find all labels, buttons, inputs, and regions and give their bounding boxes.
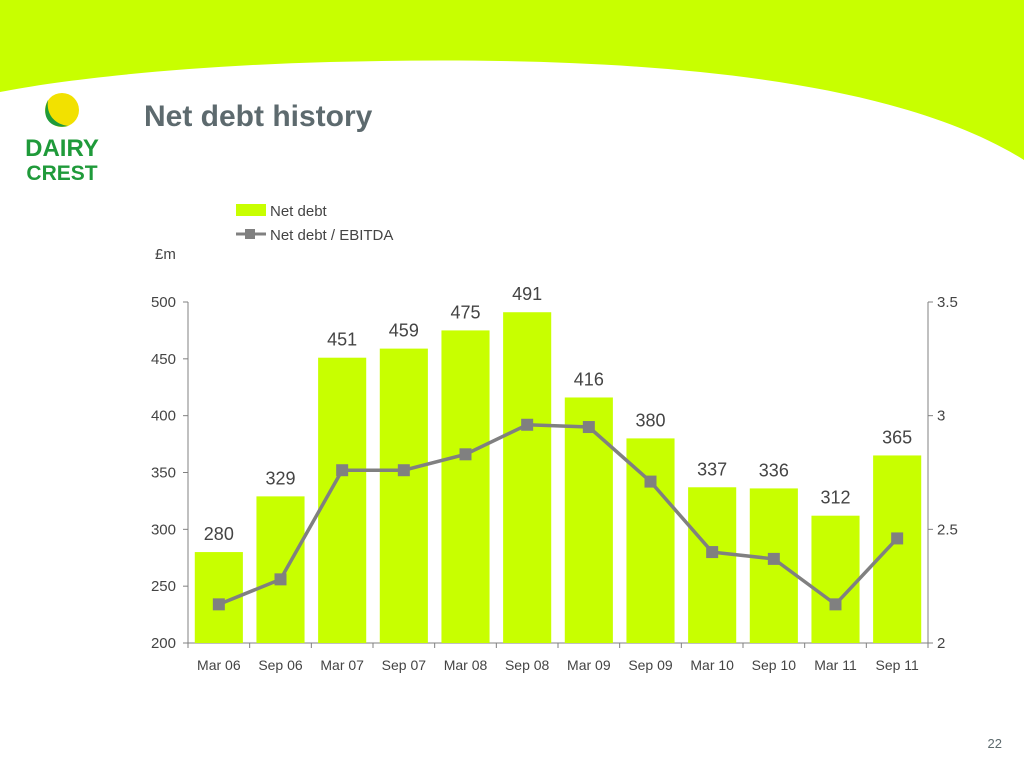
bar-value-label: 380	[635, 410, 665, 430]
bar	[626, 438, 675, 643]
logo-sun-icon	[45, 93, 79, 127]
y-axis-unit-label: £m	[155, 246, 176, 263]
bar-value-label: 337	[697, 459, 727, 479]
ratio-point	[706, 546, 719, 559]
bar-value-label: 459	[389, 321, 419, 341]
ratio-point	[644, 475, 657, 488]
ratio-point	[274, 573, 287, 586]
y-left-tick-label: 500	[151, 294, 176, 311]
ratio-point	[582, 421, 595, 434]
ratio-point	[891, 532, 904, 545]
header-accent-band	[0, 0, 1024, 160]
x-tick-label: Sep 09	[628, 657, 673, 673]
x-tick-label: Sep 11	[875, 657, 919, 673]
y-left-tick-label: 300	[151, 521, 176, 538]
bar	[873, 455, 922, 643]
bars	[194, 312, 922, 643]
logo-text-line1: DAIRY	[25, 135, 99, 162]
legend-bar-swatch	[236, 204, 266, 216]
ratio-point	[459, 448, 472, 461]
logo-leaf-icon	[45, 100, 68, 127]
bar	[564, 397, 613, 643]
bar-value-label: 329	[265, 468, 295, 488]
legend-line-marker	[245, 229, 255, 239]
x-tick-label: Mar 09	[567, 657, 611, 673]
bar	[811, 515, 860, 643]
axes: 200 250 300 350 400 450 500 2 2.5 3 3.5 Mar 06 Sep 0…	[151, 294, 958, 673]
bar-value-label: 491	[512, 284, 542, 304]
y-left-tick-label: 200	[151, 635, 176, 652]
bar	[379, 348, 428, 643]
bar-value-label: 451	[327, 330, 357, 350]
x-tick-label: Mar 08	[444, 657, 488, 673]
ratio-point	[336, 464, 349, 477]
x-tick-label: Sep 06	[258, 657, 303, 673]
legend-bar-label: Net debt	[270, 203, 328, 220]
bar-value-label: 312	[820, 488, 850, 508]
ratio-point	[829, 598, 842, 611]
x-tick-label: Sep 10	[752, 657, 797, 673]
x-tick-label: Mar 06	[197, 657, 241, 673]
bar	[688, 487, 737, 643]
y-left-tick-label: 400	[151, 408, 176, 425]
ratio-point	[397, 464, 410, 477]
bar-value-label: 416	[574, 369, 604, 389]
ratio-line-path	[218, 422, 899, 607]
bar	[441, 330, 490, 643]
x-tick-label: Mar 07	[320, 657, 364, 673]
y-left-tick-label: 450	[151, 351, 176, 368]
bar	[503, 312, 552, 643]
ratio-point	[521, 418, 534, 431]
y-left-tick-label: 250	[151, 578, 176, 595]
legend-line-label: Net debt / EBITDA	[270, 227, 393, 244]
page-number: 22	[987, 736, 1002, 751]
header-accent-shape	[0, 0, 1024, 160]
bar-value-label: 365	[882, 427, 912, 447]
bar-value-label: 280	[204, 524, 234, 544]
x-tick-label: Sep 08	[505, 657, 550, 673]
page-title: Net debt history	[144, 100, 373, 133]
bar	[749, 488, 798, 643]
bar-value-label: 475	[450, 302, 480, 322]
y-left-tick-label: 350	[151, 465, 176, 482]
logo-text-line2: CREST	[26, 162, 97, 185]
bar-value-label: 336	[759, 460, 789, 480]
bar	[256, 496, 305, 643]
legend: Net debt Net debt / EBITDA	[236, 203, 393, 244]
y-right-tick-label: 3.5	[937, 294, 958, 311]
x-tick-label: Mar 11	[814, 657, 857, 673]
y-right-tick-label: 2	[937, 635, 945, 652]
y-right-tick-label: 3	[937, 408, 945, 425]
x-tick-label: Sep 07	[382, 657, 427, 673]
ratio-point	[212, 598, 225, 611]
ratio-point	[767, 552, 780, 565]
ratio-line	[212, 418, 904, 611]
labels: 280 329 451 459 475 491 416 380 337 336 312 365	[204, 284, 912, 544]
dairy-crest-logo: DAIRY CREST	[25, 93, 99, 185]
y-right-tick-label: 2.5	[937, 521, 958, 538]
x-tick-label: Mar 10	[690, 657, 734, 673]
